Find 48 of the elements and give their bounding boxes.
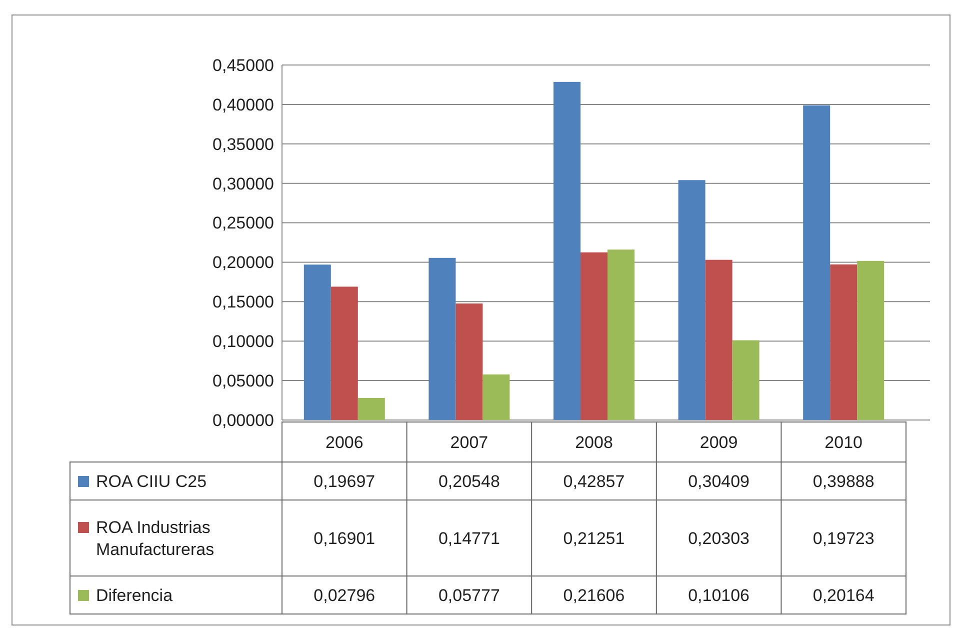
data-label: 0,16901 — [314, 528, 376, 548]
y-tick-label: 0,35000 — [212, 134, 274, 154]
bar — [732, 340, 760, 420]
bar — [830, 264, 858, 420]
data-label: 0,20548 — [438, 472, 500, 491]
y-tick-label: 0,25000 — [212, 214, 274, 233]
bar — [580, 252, 608, 420]
data-label: 0,30409 — [688, 472, 750, 491]
bar — [803, 105, 830, 420]
x-tick-label: 2008 — [575, 432, 613, 452]
x-tick-label: 2010 — [824, 432, 863, 452]
legend-label: ROA Industrias Manufactureras — [96, 518, 214, 559]
data-label: 0,19697 — [314, 472, 376, 491]
bar — [358, 398, 385, 420]
legend-label: ROA CIIU C25 — [96, 472, 207, 491]
data-label: 0,20164 — [812, 586, 874, 605]
data-label: 0,05777 — [438, 586, 500, 605]
data-label: 0,14771 — [438, 528, 500, 548]
x-tick-label: 2009 — [700, 432, 738, 452]
y-tick-label: 0,30000 — [212, 174, 274, 194]
data-label: 0,21251 — [563, 528, 625, 548]
data-label: 0,02796 — [314, 586, 376, 605]
bar — [554, 82, 580, 420]
bar — [456, 303, 483, 420]
bar — [678, 180, 706, 420]
bar — [482, 374, 510, 420]
y-tick-label: 0,45000 — [212, 56, 274, 75]
data-label: 0,39888 — [812, 472, 874, 491]
x-tick-label: 2007 — [450, 432, 488, 452]
bar — [608, 250, 634, 420]
bar — [857, 260, 884, 420]
data-label: 0,42857 — [563, 472, 625, 491]
y-tick-label: 0,05000 — [212, 372, 274, 391]
legend-label: Diferencia — [96, 586, 174, 605]
data-label: 0,20303 — [688, 528, 750, 548]
x-tick-label: 2006 — [325, 432, 364, 452]
data-label: 0,19723 — [812, 528, 874, 548]
y-tick-label: 0,40000 — [212, 95, 274, 114]
y-tick-label: 0,15000 — [212, 292, 274, 312]
data-label: 0,10106 — [688, 586, 750, 605]
bar — [705, 260, 732, 420]
y-tick-label: 0,00000 — [212, 410, 274, 430]
bar — [330, 286, 358, 420]
data-label: 0,21606 — [563, 586, 625, 605]
bar — [428, 258, 456, 420]
y-tick-label: 0,10000 — [212, 332, 274, 352]
y-tick-label: 0,20000 — [212, 253, 274, 272]
bar — [304, 264, 331, 420]
